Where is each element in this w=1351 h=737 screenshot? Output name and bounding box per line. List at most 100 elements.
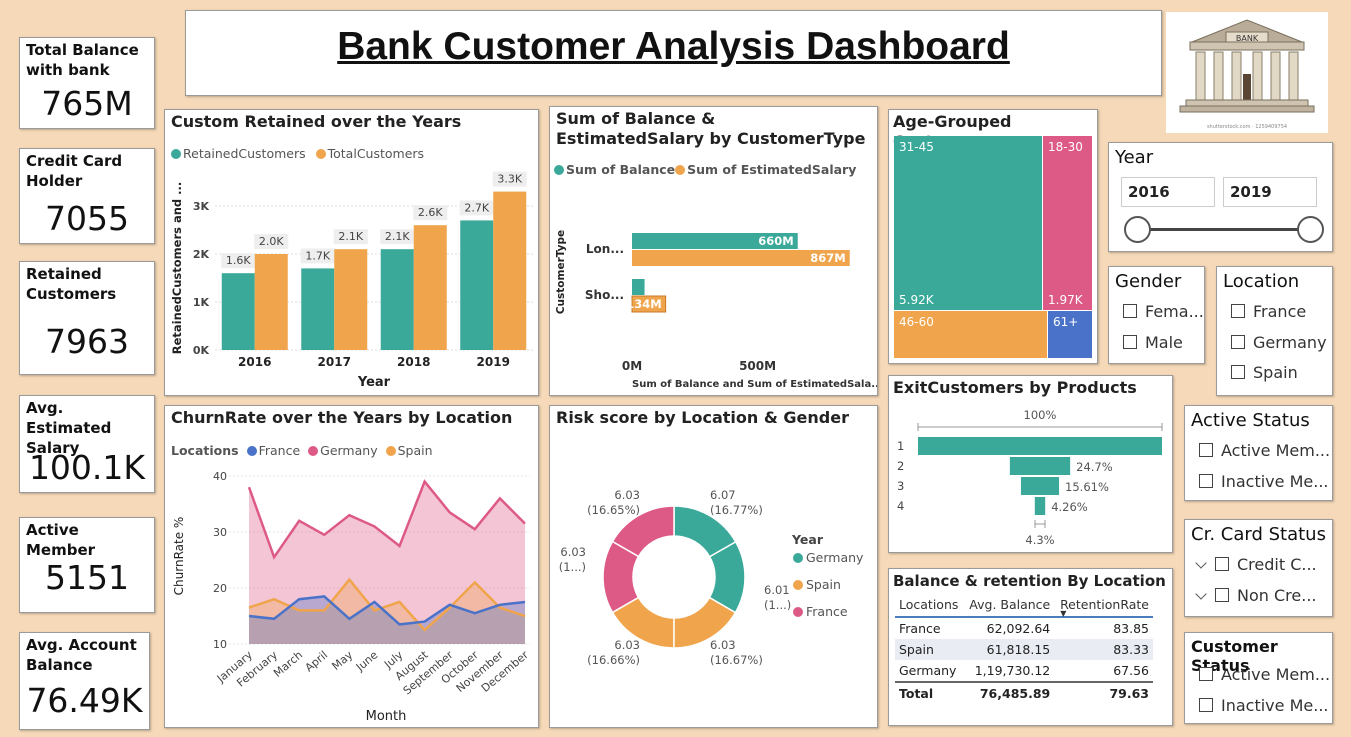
checkbox[interactable] bbox=[1231, 365, 1245, 379]
bar bbox=[334, 249, 368, 350]
data-label-bg bbox=[380, 229, 415, 245]
data-label: 2.1K bbox=[385, 230, 410, 243]
year-slider-track[interactable] bbox=[1137, 228, 1309, 231]
location-option-france[interactable]: France bbox=[1231, 302, 1306, 321]
chevron-down-icon[interactable] bbox=[1195, 588, 1207, 600]
balance-retention-panel: Balance & retention By Location Location… bbox=[888, 568, 1173, 726]
option-label: Fema... bbox=[1145, 302, 1204, 321]
data-label-bg bbox=[254, 234, 289, 249]
kpi-label: Active Member bbox=[26, 521, 96, 559]
year-from-input[interactable]: 2016 bbox=[1121, 177, 1215, 207]
data-label: 100% bbox=[1024, 408, 1057, 422]
checkbox[interactable] bbox=[1231, 304, 1245, 318]
data-label: 15.61% bbox=[1065, 480, 1109, 494]
tick-label: 20 bbox=[213, 582, 227, 595]
data-label-bg bbox=[413, 205, 448, 221]
churn-chart-panel: ChurnRate over the Years by Location Loc… bbox=[164, 405, 539, 728]
year-to-input[interactable]: 2019 bbox=[1223, 177, 1317, 207]
data-label: 6.03 bbox=[614, 638, 640, 652]
tick-label: 2016 bbox=[238, 355, 271, 369]
data-label: 6.07 bbox=[710, 488, 736, 502]
legend-title: Year bbox=[791, 532, 824, 547]
data-label: (1...) bbox=[764, 598, 791, 612]
axis-label: Sum of Balance and Sum of EstimatedSala.… bbox=[632, 379, 877, 390]
bar bbox=[632, 279, 645, 295]
axis-label: RetainedCustomers and ... bbox=[170, 182, 184, 355]
funnel-bar bbox=[1009, 457, 1071, 475]
age-chart-panel: Age-Grouped Customer 31-455.92K18-301.97… bbox=[888, 109, 1098, 364]
slicer-title: Cr. Card Status bbox=[1191, 524, 1326, 545]
gender-option-male[interactable]: Male bbox=[1123, 333, 1183, 352]
kpi-label: Credit Card Holder bbox=[26, 152, 123, 190]
kpi-active-member: Active Member 5151 bbox=[19, 517, 155, 613]
kpi-total-balance: Total Balance with bank 765M bbox=[19, 37, 155, 129]
kpi-value: 76.49K bbox=[26, 681, 143, 720]
sort-descending-icon[interactable]: ▼ bbox=[1060, 609, 1067, 618]
data-label: 2.0K bbox=[259, 235, 284, 248]
table-cell: 62,092.64 bbox=[986, 621, 1051, 636]
legend-label: Sum of EstimatedSalary bbox=[687, 162, 857, 177]
checkbox[interactable] bbox=[1199, 474, 1213, 488]
checkbox[interactable] bbox=[1215, 588, 1229, 602]
data-label: 660M bbox=[758, 234, 793, 248]
gender-slicer: Gender Fema... Male bbox=[1108, 266, 1205, 364]
column-header[interactable]: Avg. Balance bbox=[963, 593, 1055, 618]
chevron-down-icon[interactable] bbox=[1195, 557, 1207, 569]
legend-label: Sum of Balance bbox=[566, 162, 676, 177]
data-label: 4.3% bbox=[1025, 533, 1054, 547]
checkbox[interactable] bbox=[1199, 667, 1213, 681]
legend-dot-icon bbox=[171, 149, 181, 159]
treemap-cell bbox=[894, 311, 1047, 358]
active-option-inactive[interactable]: Inactive Me... bbox=[1199, 472, 1328, 491]
year-slider-start-handle[interactable] bbox=[1124, 216, 1151, 243]
series-line bbox=[248, 595, 526, 626]
data-label: (1...) bbox=[559, 560, 586, 574]
table-cell: Total bbox=[895, 681, 964, 704]
tick-label: Sho... bbox=[585, 288, 624, 302]
checkbox[interactable] bbox=[1123, 335, 1137, 349]
data-label-bg bbox=[492, 171, 527, 187]
legend-dot-icon bbox=[308, 446, 319, 456]
location-option-spain[interactable]: Spain bbox=[1231, 363, 1298, 382]
active-option-active[interactable]: Active Mem... bbox=[1199, 441, 1330, 460]
kpi-label: Avg. Account Balance bbox=[26, 636, 137, 674]
retained-chart-panel: Custom Retained over the Years RetainedC… bbox=[164, 109, 539, 396]
table-cell: 1,19,730.12 bbox=[974, 663, 1051, 678]
option-label: Credit C... bbox=[1237, 555, 1317, 574]
data-label: 2.6K bbox=[418, 206, 443, 219]
location-option-germany[interactable]: Germany bbox=[1231, 333, 1327, 352]
checkbox[interactable] bbox=[1215, 557, 1229, 571]
legend-label: France bbox=[258, 443, 301, 458]
customer-option-inactive[interactable]: Inactive Me... bbox=[1199, 696, 1328, 715]
tick-label: April bbox=[303, 648, 331, 674]
exit-funnel-chart: 100% 1 2 24.7% 3 15.61% 4 4.26% 4.3% bbox=[897, 408, 1163, 547]
column-header[interactable]: RetentionRate ▼ bbox=[1054, 593, 1153, 618]
year-slicer: Year 2016 2019 bbox=[1108, 142, 1333, 252]
gender-option-female[interactable]: Fema... bbox=[1123, 302, 1204, 321]
column-header[interactable]: Locations bbox=[895, 593, 964, 618]
checkbox[interactable] bbox=[1199, 698, 1213, 712]
data-label-bg bbox=[459, 200, 494, 216]
card-option-credit[interactable]: Credit C... bbox=[1195, 555, 1317, 574]
checkbox[interactable] bbox=[1123, 304, 1137, 318]
customer-option-active[interactable]: Active Mem... bbox=[1199, 665, 1330, 684]
customer-status-slicer: Customer Status Active Mem... Inactive M… bbox=[1184, 632, 1333, 724]
bar bbox=[632, 233, 798, 249]
checkbox[interactable] bbox=[1231, 335, 1245, 349]
treemap-label: 31-45 bbox=[899, 140, 934, 154]
bar bbox=[380, 249, 414, 350]
tick-label: June bbox=[353, 648, 381, 674]
legend-title: Locations bbox=[171, 443, 239, 458]
checkbox[interactable] bbox=[1199, 443, 1213, 457]
balance-salary-panel: Sum of Balance & EstimatedSalary by Cust… bbox=[549, 106, 878, 396]
legend-dot-icon bbox=[793, 607, 803, 617]
card-option-non-credit[interactable]: Non Cre... bbox=[1195, 586, 1316, 605]
tick-label: 4 bbox=[897, 499, 904, 513]
option-label: Male bbox=[1145, 333, 1183, 352]
treemap-value: 1.97K bbox=[1048, 293, 1084, 307]
year-slider-end-handle[interactable] bbox=[1297, 216, 1324, 243]
legend-dot-icon bbox=[554, 165, 564, 175]
table-row: Spain 61,818.15 83.33 bbox=[895, 639, 1153, 660]
treemap-cell bbox=[1048, 311, 1092, 358]
